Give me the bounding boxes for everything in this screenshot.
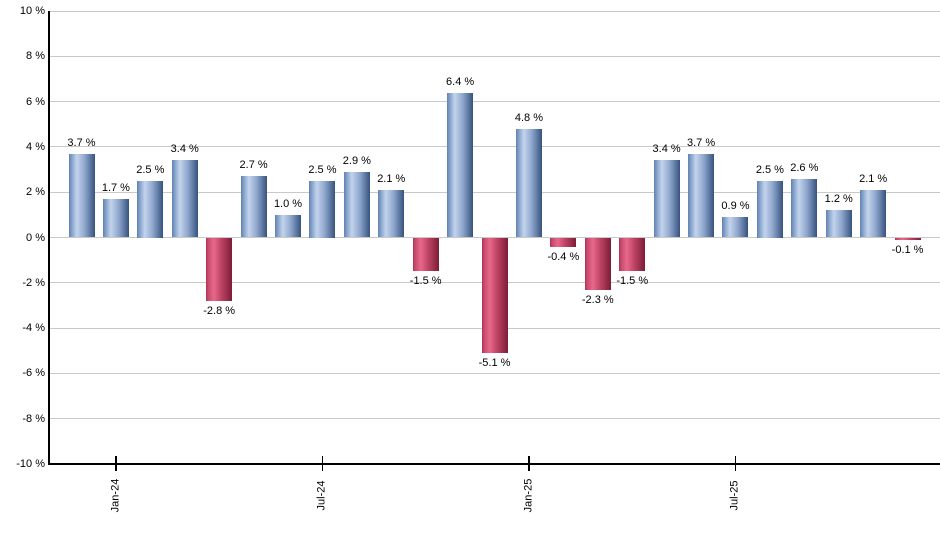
bar-value-label: 1.7 % [101,181,130,194]
y-tick-label: -4 % [22,322,45,335]
bar [102,198,129,238]
x-tick-label: Jan-25 [522,478,535,513]
y-tick-label: -6 % [22,367,45,380]
gridline [49,418,940,420]
bar [309,180,336,238]
x-tick [528,456,530,471]
bar-value-label: 6.4 % [446,75,475,88]
bar [481,237,508,353]
bar [584,237,611,290]
x-tick [734,456,737,471]
x-axis-line [48,463,940,465]
bar [894,237,921,240]
bar-value-label: -2.8 % [203,304,236,317]
bar-value-label: 2.9 % [342,154,371,167]
bar [171,160,198,238]
bar-value-label: 3.4 % [170,143,199,156]
bar-value-label: 2.6 % [790,161,819,174]
bar-value-label: 1.2 % [824,193,853,206]
bar [791,178,818,238]
bar-value-label: 2.1 % [377,172,406,185]
gridline [49,101,940,103]
bar [619,237,646,272]
bar [137,180,164,238]
y-tick-label: 2 % [26,186,45,199]
x-tick [321,456,324,471]
x-tick-label: Jan-24 [109,478,122,513]
gridline [49,55,940,57]
y-tick-label: 6 % [26,95,45,108]
bar-value-label: 4.8 % [514,111,544,124]
bar-value-label: 2.7 % [239,159,268,172]
bar-value-label: -0.4 % [547,250,580,263]
bar-value-label: 2.5 % [755,163,784,176]
y-tick-label: 10 % [19,5,45,17]
bar [515,128,542,238]
bar-value-label: 2.1 % [859,172,888,185]
bar-value-label: -5.1 % [478,357,511,369]
bar [688,153,715,238]
bar-value-label: -0.1 % [891,243,924,256]
bar-value-label: 0.9 % [721,200,750,213]
bar-value-label: 3.7 % [67,136,96,149]
bar [756,180,783,238]
bar-value-label: 1.0 % [273,197,303,210]
bar [412,237,439,272]
bar-value-label: -2.3 % [581,293,614,306]
bar [275,214,302,238]
gridline [49,10,940,12]
bar [240,176,267,238]
bar-value-label: -1.5 % [409,275,442,288]
y-axis-line [48,11,50,465]
y-tick-label: -2 % [22,276,45,289]
bar-value-label: 2.5 % [136,163,165,176]
bar-value-label: 2.5 % [308,163,337,176]
bar [653,160,680,238]
bar-value-label: 3.4 % [652,143,681,156]
bar [825,210,852,238]
bar [722,217,749,238]
bar [447,92,474,238]
bar [378,189,405,238]
gridline [49,372,940,374]
x-tick-label: Jul-24 [315,480,328,511]
y-tick-label: 4 % [26,140,45,153]
y-tick-label: -10 % [16,458,45,470]
x-tick [115,456,117,471]
bar [206,237,233,301]
bar-value-label: 3.7 % [686,136,716,149]
y-tick-label: 8 % [26,50,45,63]
x-tick-label: Jul-25 [728,480,741,511]
bar [68,153,95,238]
bar-value-label: -1.5 % [616,275,649,288]
bar [343,171,370,238]
bar [550,237,577,247]
y-tick-label: -8 % [22,412,45,425]
y-tick-label: 0 % [26,231,45,244]
bar [860,189,887,238]
